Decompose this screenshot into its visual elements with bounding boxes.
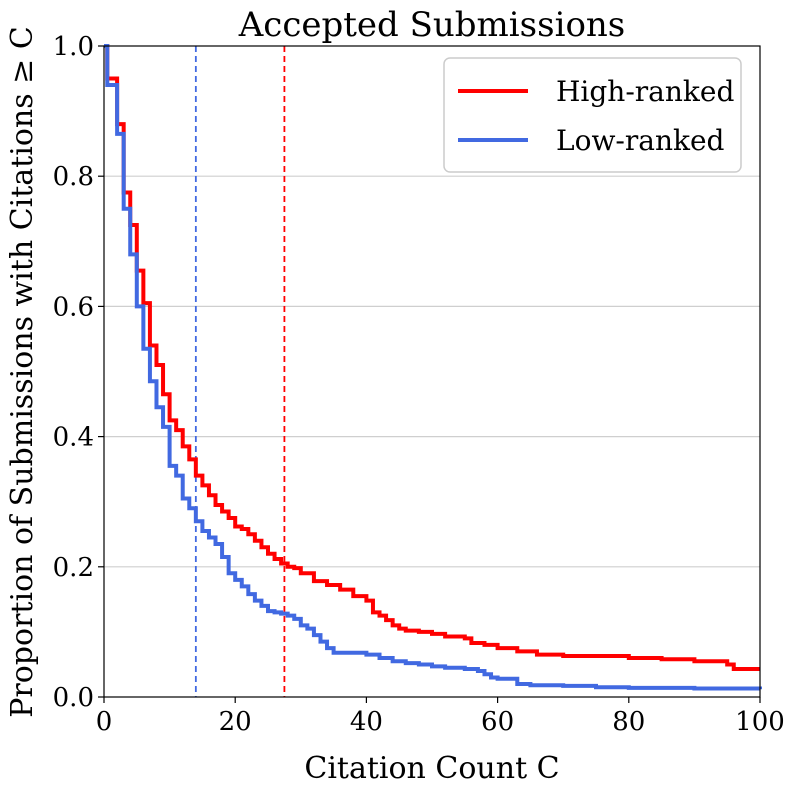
y-tick-label-0-2: 0.2 — [53, 553, 94, 583]
series-line-low-ranked — [104, 44, 762, 691]
grid-lines — [104, 175, 760, 568]
legend-label-high-ranked: High-ranked — [556, 75, 734, 108]
legend: High-ranked Low-ranked — [443, 57, 742, 173]
y-tick-label-0: 0.0 — [53, 683, 94, 713]
y-axis-label: Proportion of Submissions with Citations… — [5, 26, 40, 718]
x-tick-label-40: 40 — [350, 707, 383, 737]
y-tick-label-0-8: 0.8 — [53, 162, 94, 192]
y-tick-label-0-4: 0.4 — [53, 423, 94, 453]
x-tick-label-100: 100 — [735, 707, 785, 737]
x-tick-label-20: 20 — [219, 707, 252, 737]
series-lines — [104, 44, 762, 691]
y-tick-label-1: 1.0 — [53, 32, 94, 62]
series-line-high-ranked — [104, 44, 760, 672]
x-tick-label-80: 80 — [612, 707, 645, 737]
x-axis-label: Citation Count C — [304, 751, 559, 786]
legend-box — [443, 57, 742, 173]
legend-label-low-ranked: Low-ranked — [556, 124, 725, 157]
y-tick-label-0-6: 0.6 — [53, 292, 94, 322]
ticks: 0 20 40 60 80 100 0.0 0.2 0.4 0.6 0.8 1.0 — [53, 32, 785, 737]
plot-frame — [103, 45, 761, 698]
axes — [103, 45, 761, 698]
chart-title: Accepted Submissions — [238, 5, 626, 45]
reference-lines — [194, 46, 286, 697]
x-tick-label-0: 0 — [96, 707, 113, 737]
x-tick-label-60: 60 — [481, 707, 514, 737]
